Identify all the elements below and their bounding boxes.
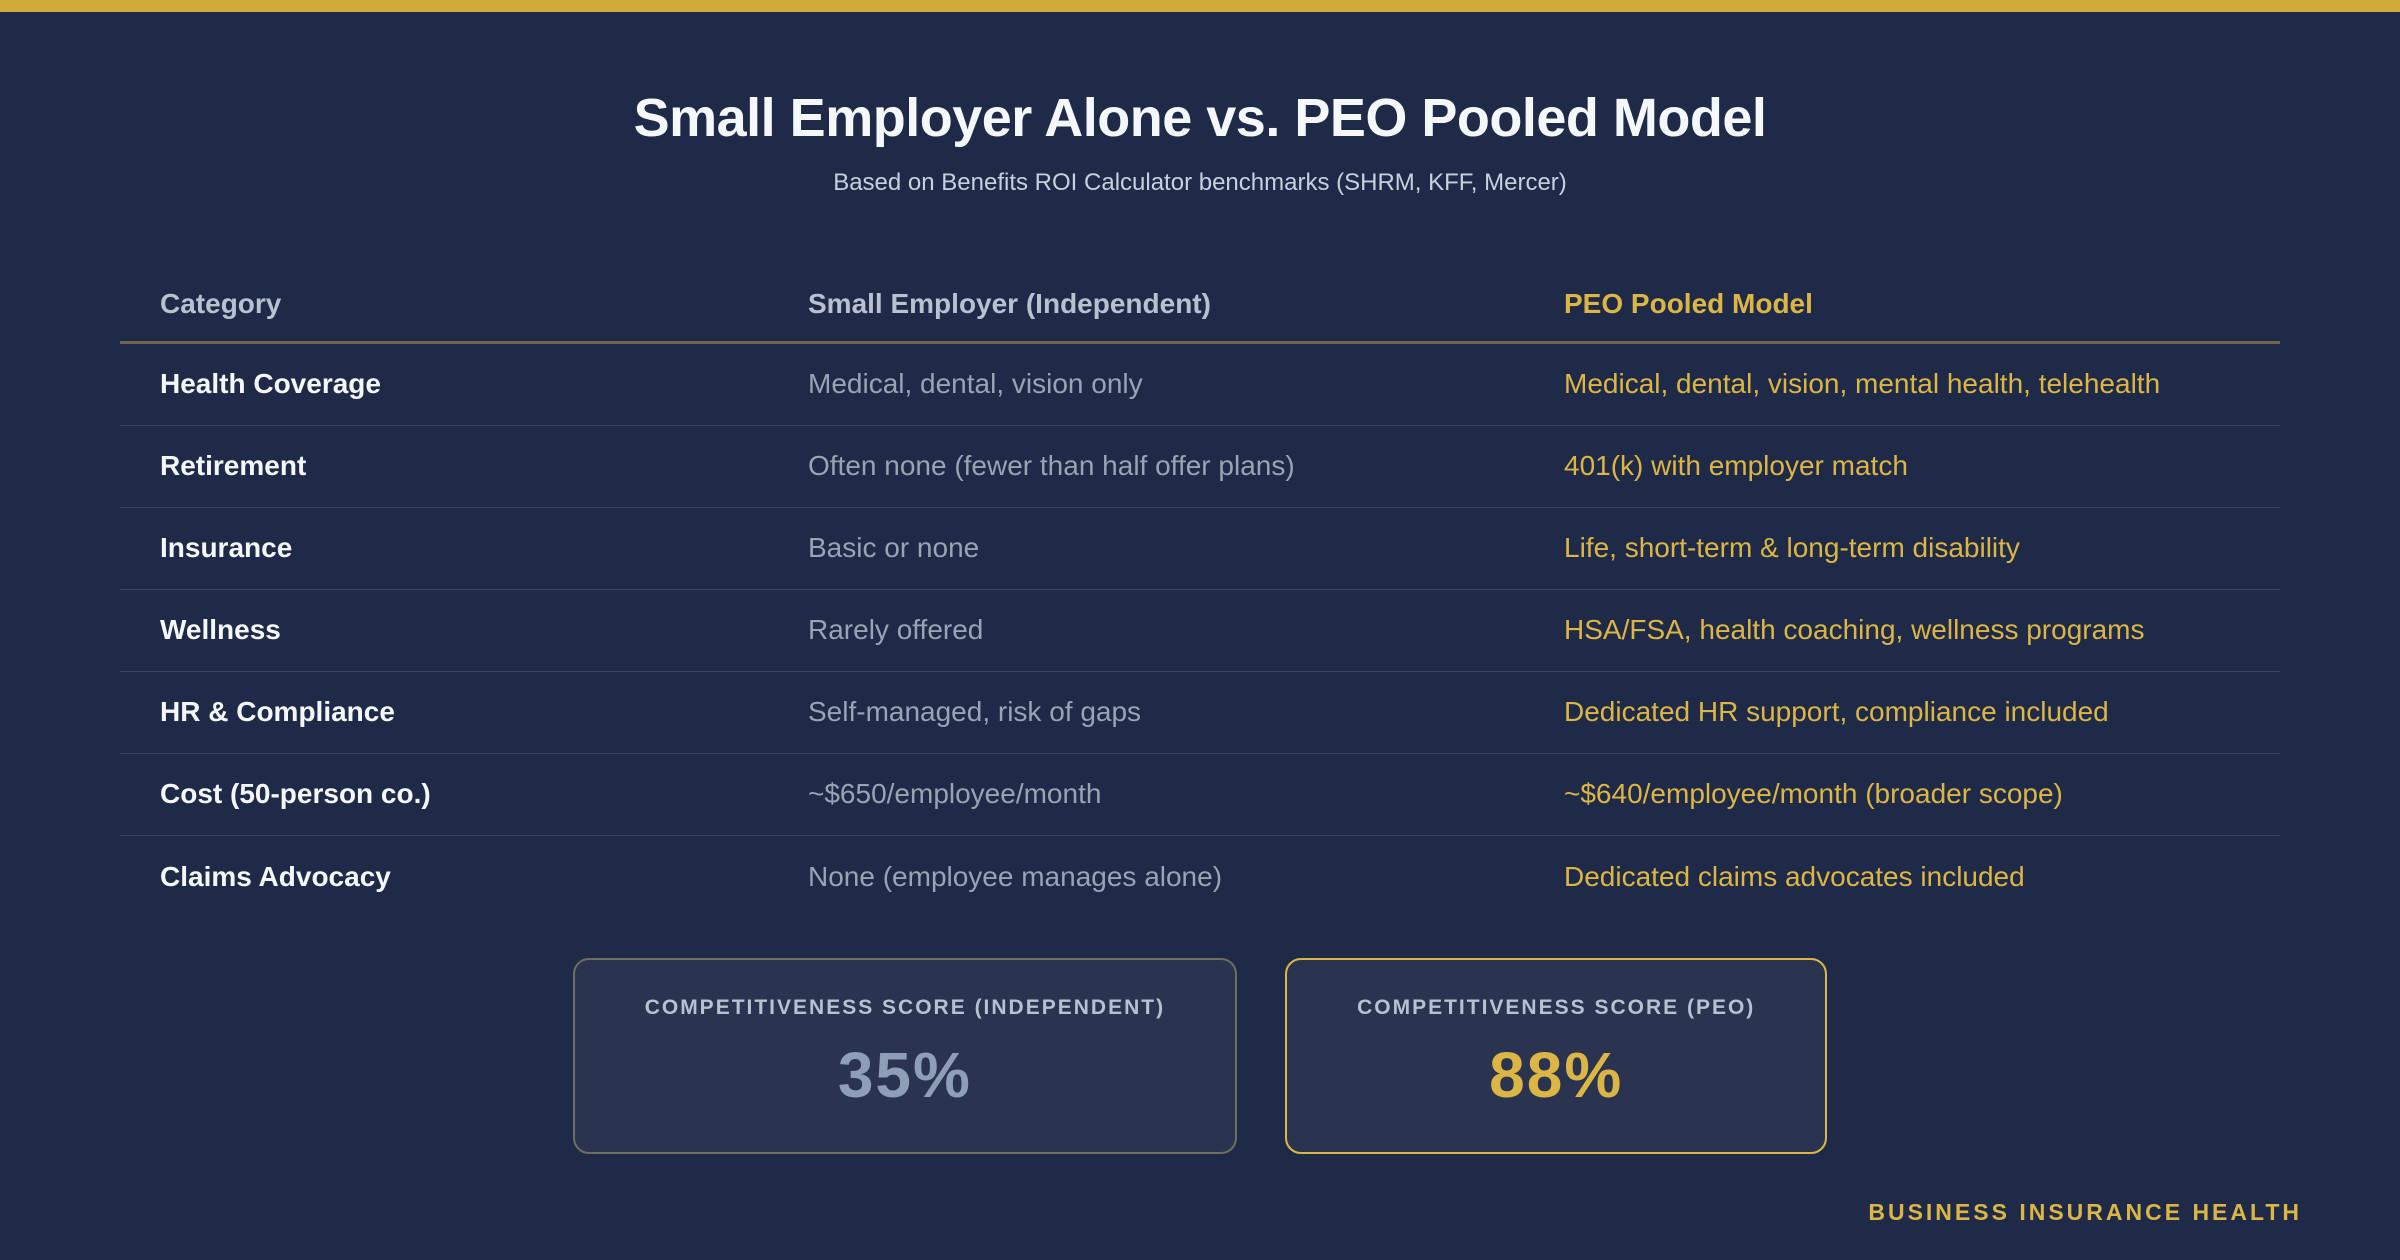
column-header-category: Category (160, 288, 282, 320)
category-cell: Wellness (160, 614, 281, 646)
peo-cell: HSA/FSA, health coaching, wellness progr… (1564, 614, 2145, 646)
category-cell: Health Coverage (160, 368, 381, 400)
table-row: HR & Compliance Self-managed, risk of ga… (120, 672, 2280, 754)
score-value-independent: 35% (837, 1038, 972, 1111)
score-cards: COMPETITIVENESS SCORE (INDEPENDENT) 35% … (0, 957, 2400, 1154)
independent-cell: ~$650/employee/month (808, 778, 1102, 810)
table-row: Insurance Basic or none Life, short-term… (120, 508, 2280, 590)
brand-footer: BUSINESS INSURANCE HEALTH (1868, 1199, 2302, 1225)
comparison-infographic: Small Employer Alone vs. PEO Pooled Mode… (0, 86, 2400, 1225)
independent-cell: None (employee manages alone) (808, 860, 1223, 892)
category-cell: Insurance (160, 532, 293, 564)
table-row: Claims Advocacy None (employee manages a… (120, 836, 2280, 918)
independent-cell: Self-managed, risk of gaps (808, 696, 1142, 728)
column-header-independent: Small Employer (Independent) (808, 288, 1211, 320)
peo-cell: 401(k) with employer match (1564, 450, 1908, 482)
table-row: Retirement Often none (fewer than half o… (120, 426, 2280, 508)
comparison-table: Category Small Employer (Independent) PE… (120, 268, 2280, 918)
category-cell: Claims Advocacy (160, 860, 391, 892)
independent-cell: Often none (fewer than half offer plans) (808, 450, 1295, 482)
independent-cell: Rarely offered (808, 614, 984, 646)
score-label-independent: COMPETITIVENESS SCORE (INDEPENDENT) (644, 995, 1166, 1019)
column-header-peo: PEO Pooled Model (1564, 288, 1813, 320)
page-subtitle: Based on Benefits ROI Calculator benchma… (833, 168, 1567, 196)
score-value-peo: 88% (1489, 1038, 1624, 1111)
score-label-peo: COMPETITIVENESS SCORE (PEO) (1357, 995, 1756, 1019)
score-card-independent: COMPETITIVENESS SCORE (INDEPENDENT) 35% (572, 957, 1238, 1154)
table-header-row: Category Small Employer (Independent) PE… (120, 268, 2280, 344)
category-cell: Retirement (160, 450, 307, 482)
independent-cell: Medical, dental, vision only (808, 368, 1143, 400)
peo-cell: ~$640/employee/month (broader scope) (1564, 778, 2063, 810)
top-accent-bar (0, 0, 2400, 12)
table-row: Health Coverage Medical, dental, vision … (120, 344, 2280, 426)
category-cell: Cost (50-person co.) (160, 778, 431, 810)
independent-cell: Basic or none (808, 532, 980, 564)
peo-cell: Dedicated claims advocates included (1564, 860, 2025, 892)
table-row: Wellness Rarely offered HSA/FSA, health … (120, 590, 2280, 672)
peo-cell: Medical, dental, vision, mental health, … (1564, 368, 2161, 400)
table-row: Cost (50-person co.) ~$650/employee/mont… (120, 754, 2280, 836)
score-card-peo: COMPETITIVENESS SCORE (PEO) 88% (1285, 957, 1828, 1154)
peo-cell: Life, short-term & long-term disability (1564, 532, 2020, 564)
page-title: Small Employer Alone vs. PEO Pooled Mode… (633, 88, 1767, 148)
peo-cell: Dedicated HR support, compliance include… (1564, 696, 2109, 728)
category-cell: HR & Compliance (160, 696, 395, 728)
